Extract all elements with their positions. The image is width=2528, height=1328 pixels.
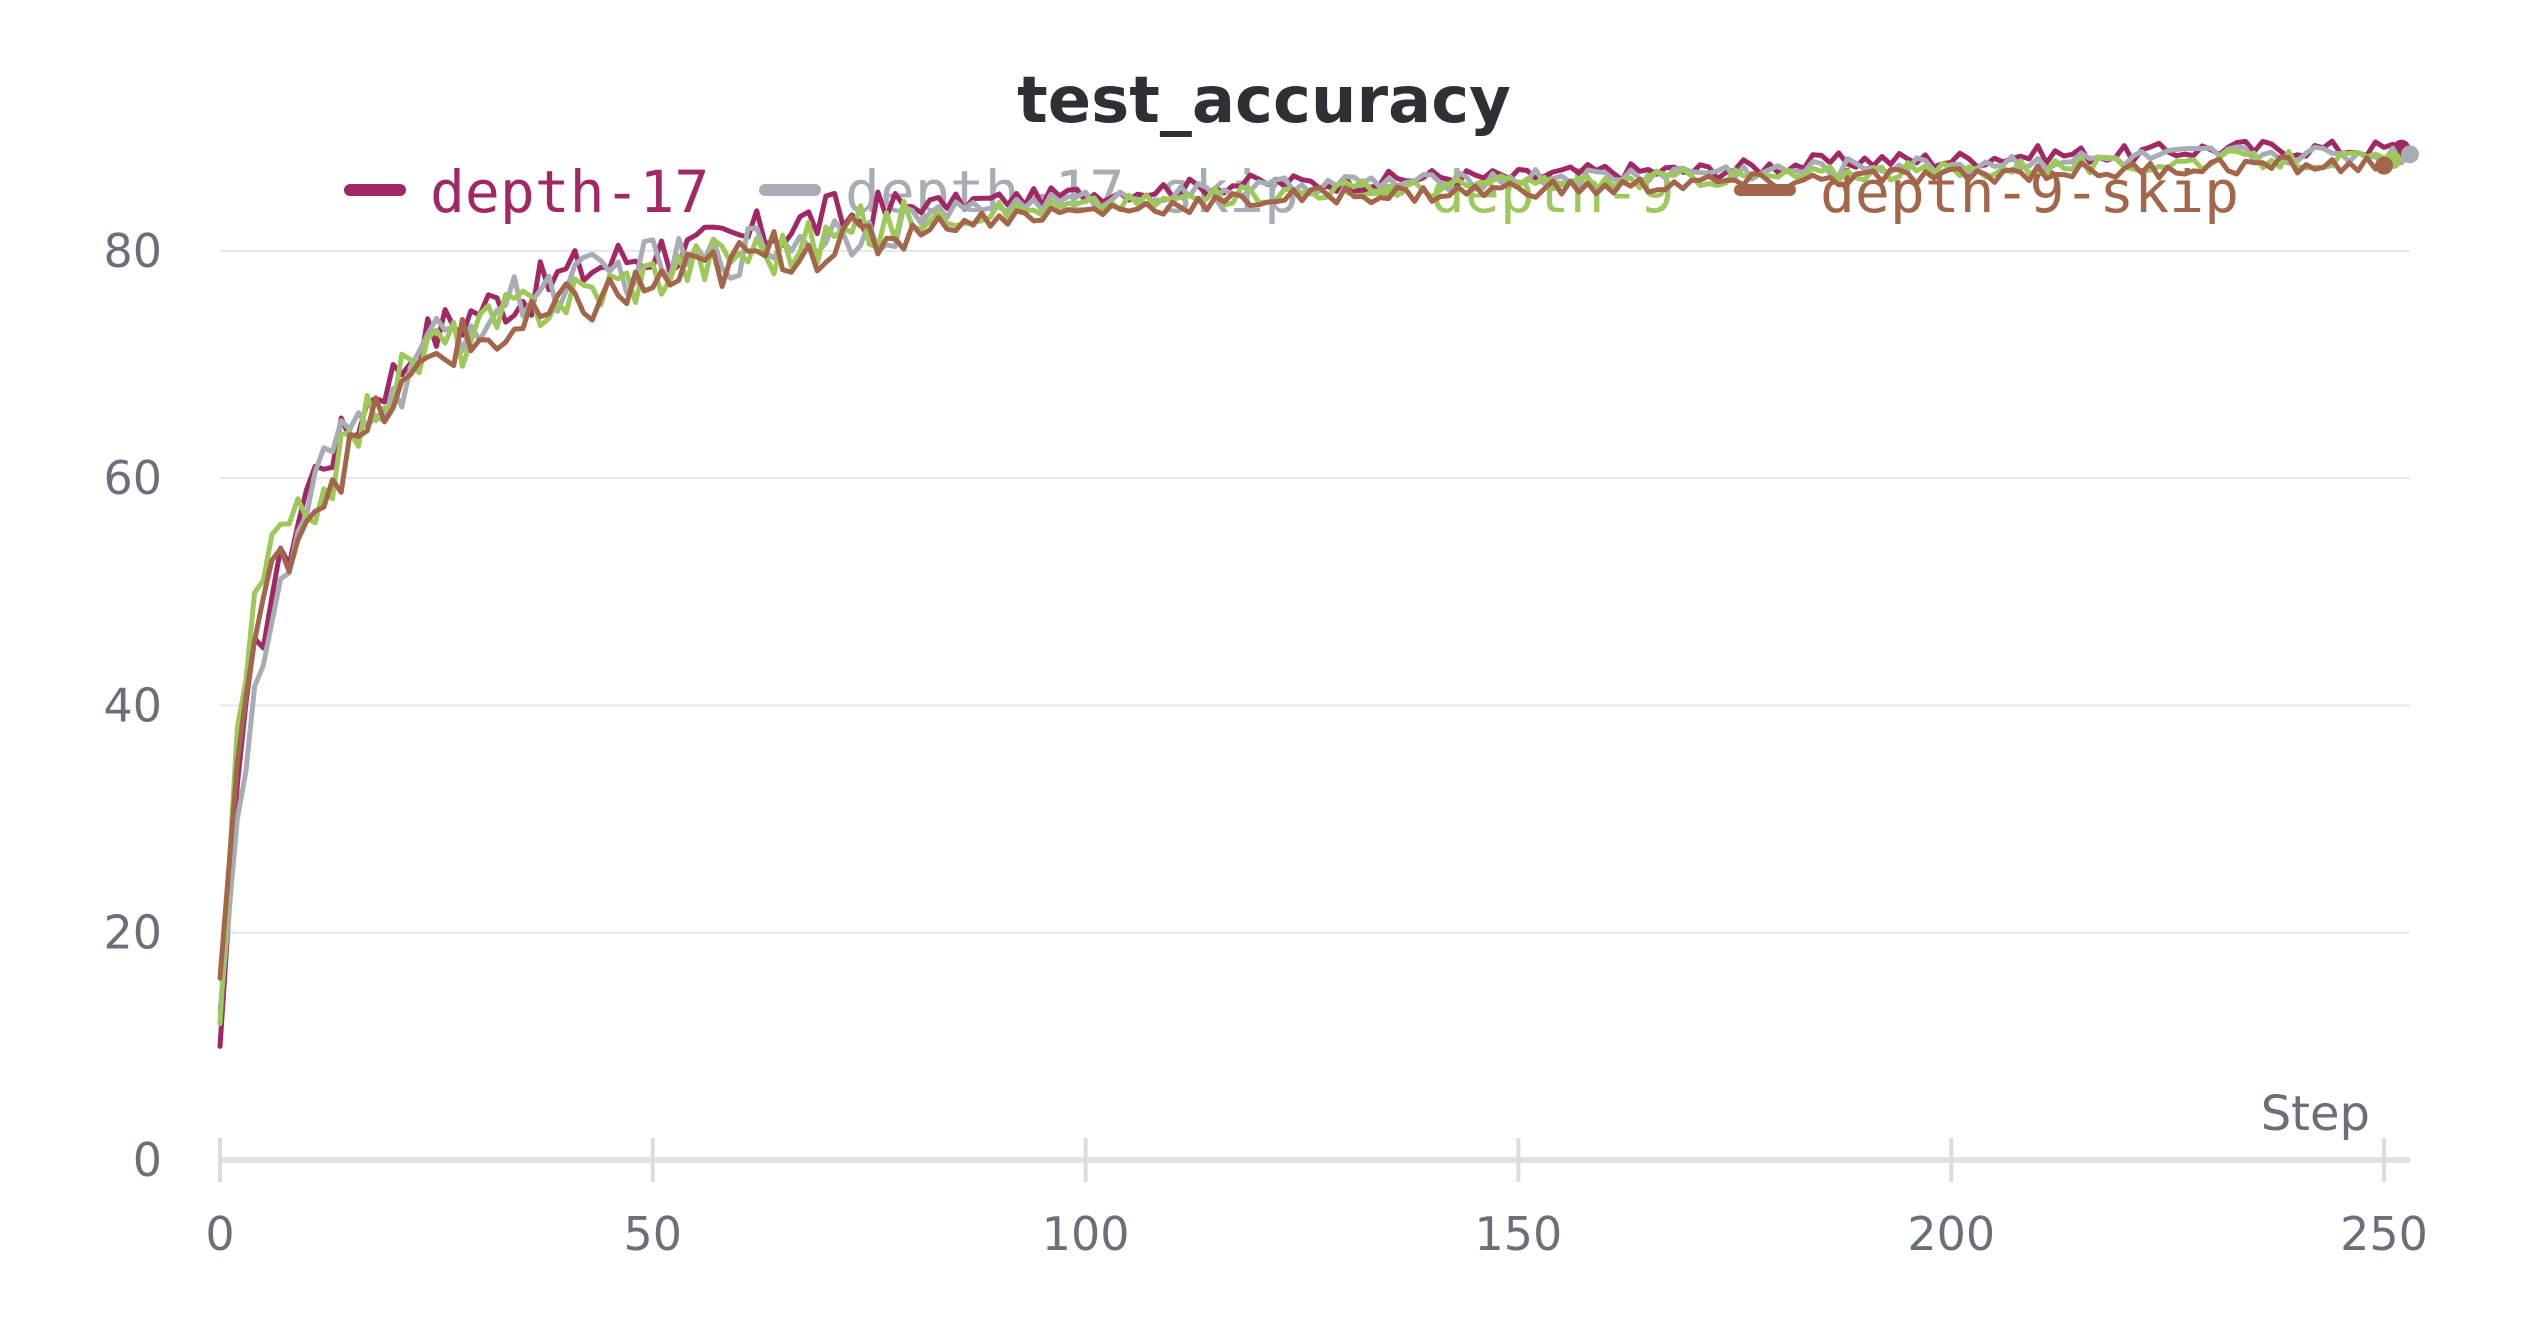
series-endpoint-depth-9-skip — [2375, 156, 2394, 175]
gridlines — [220, 249, 2410, 934]
x-tick-label-250: 250 — [2340, 1207, 2428, 1261]
x-axis: 0 50 100 150 200 250 — [205, 1138, 2428, 1261]
y-axis-ticks: 0 20 40 60 80 — [103, 224, 162, 1187]
x-tick-label-100: 100 — [1042, 1207, 1130, 1261]
y-tick-label-0: 0 — [133, 1133, 162, 1187]
series-line-depth-9-skip — [217, 154, 2387, 981]
x-tick-label-200: 200 — [1907, 1207, 1995, 1261]
series-line-depth-17 — [217, 138, 2404, 1049]
x-axis-label: Step — [2261, 1086, 2370, 1142]
x-tick-label-0: 0 — [205, 1207, 234, 1261]
y-tick-label-60: 60 — [103, 451, 162, 505]
y-tick-label-80: 80 — [103, 224, 162, 278]
y-tick-label-20: 20 — [103, 906, 162, 960]
y-tick-label-40: 40 — [103, 678, 162, 732]
chart-title: test_accuracy — [1017, 64, 1511, 138]
series-endpoint-depth-17-skip — [2401, 145, 2419, 164]
series-line-depth-17-skip — [217, 144, 2413, 1015]
series-lines — [217, 138, 2419, 1049]
legend-label-depth-17: depth-17 — [430, 158, 709, 226]
x-tick-label-50: 50 — [624, 1207, 683, 1261]
x-tick-label-150: 150 — [1475, 1207, 1563, 1261]
